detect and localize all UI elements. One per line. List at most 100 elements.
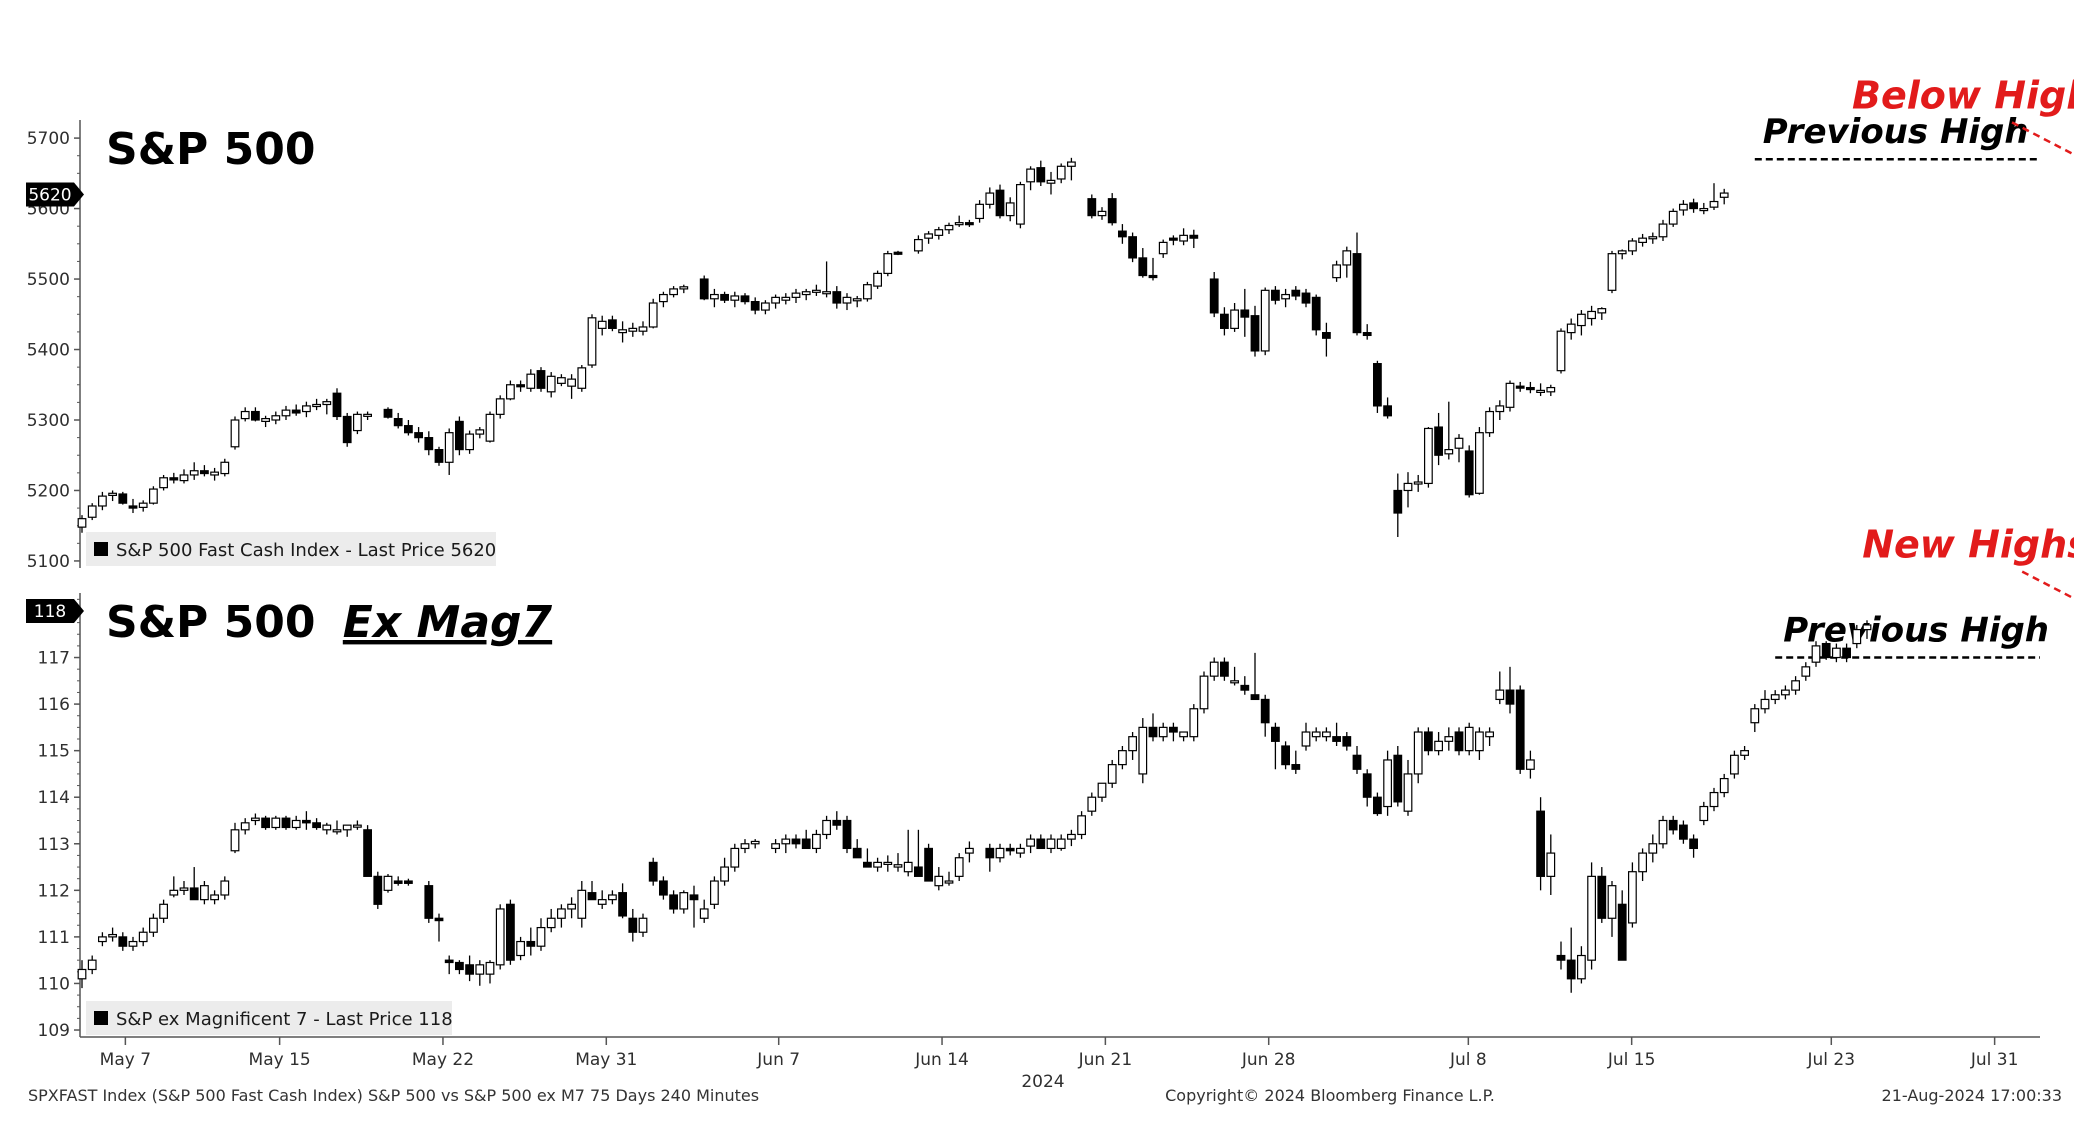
candle-body <box>1862 624 1872 631</box>
candle <box>964 219 974 227</box>
candle-body <box>934 875 944 887</box>
candle-body <box>689 894 699 901</box>
candle-body <box>1689 202 1699 210</box>
candle-body <box>1423 427 1433 485</box>
candle-body <box>1454 731 1464 752</box>
candle-body <box>1495 405 1505 413</box>
candle <box>567 374 576 399</box>
candle-body <box>1046 838 1056 850</box>
candle <box>1046 834 1056 854</box>
candle <box>1423 727 1433 756</box>
candle <box>924 843 933 882</box>
candle-body <box>1209 661 1219 677</box>
candle-body <box>159 903 169 919</box>
candle-body <box>1240 309 1250 318</box>
candle-body <box>393 417 403 427</box>
candle-body <box>1332 264 1342 279</box>
candle <box>118 491 128 505</box>
candle-body <box>1597 308 1607 314</box>
candle-body <box>251 817 260 822</box>
candle <box>801 829 811 850</box>
candle <box>302 811 311 830</box>
candle-body <box>434 449 444 463</box>
candle <box>862 281 872 302</box>
candle-body <box>1168 726 1178 733</box>
candle <box>312 818 321 830</box>
candle <box>1179 731 1189 742</box>
candle-body <box>1117 230 1127 238</box>
candle-body <box>832 819 842 826</box>
candle <box>893 853 903 872</box>
candle <box>1219 307 1229 336</box>
candle <box>1342 732 1352 751</box>
candle <box>189 867 199 901</box>
candle-body <box>312 822 321 829</box>
candle <box>526 369 536 392</box>
candle <box>1015 181 1025 229</box>
candle-body <box>526 940 536 947</box>
candle <box>200 881 209 905</box>
panel-title: S&P 500 Ex Mag7 <box>106 597 553 648</box>
candle <box>465 955 474 982</box>
candle <box>230 416 240 450</box>
candle-body <box>332 829 342 833</box>
candle <box>138 927 148 947</box>
candle-body <box>261 817 270 829</box>
candle <box>220 458 230 477</box>
candle <box>822 261 831 298</box>
candle <box>128 498 138 514</box>
y-tick-label: 5300 <box>27 411 70 431</box>
candle-body <box>1005 847 1015 852</box>
candle <box>709 876 719 909</box>
candle <box>842 293 852 311</box>
candle <box>1168 235 1178 246</box>
candle <box>77 515 87 533</box>
candle <box>475 960 485 986</box>
candle <box>434 913 444 942</box>
candle <box>1801 662 1811 681</box>
candle <box>1852 624 1862 649</box>
candle <box>730 843 740 872</box>
candle-body <box>1648 843 1658 854</box>
candle <box>985 843 995 872</box>
candle-body <box>1403 482 1413 492</box>
candle <box>1230 666 1240 686</box>
candle-body <box>771 296 780 304</box>
candle <box>1495 400 1505 420</box>
candle-body <box>1709 200 1719 208</box>
footer-timestamp: 21-Aug-2024 17:00:33 <box>1882 1086 2062 1105</box>
candle <box>97 932 107 947</box>
candle-body <box>1148 274 1158 279</box>
candle <box>1546 834 1556 895</box>
candle <box>97 491 107 511</box>
candle <box>975 200 984 223</box>
candle <box>1117 224 1127 244</box>
candle-body <box>862 861 872 868</box>
candle-body <box>1648 236 1658 240</box>
candle <box>261 815 270 830</box>
candle <box>1576 310 1586 336</box>
candle-body <box>556 908 566 919</box>
candle-body <box>1464 450 1474 496</box>
candle-body <box>1423 731 1433 752</box>
candle-body <box>1352 253 1362 334</box>
candle <box>1515 381 1525 392</box>
candle-body <box>781 296 791 301</box>
candle <box>363 411 372 420</box>
candle <box>302 401 311 418</box>
candle <box>1403 759 1413 816</box>
candle <box>1556 328 1566 374</box>
last-price-badge <box>26 182 84 207</box>
candle <box>638 913 648 937</box>
candle <box>220 876 230 900</box>
candle-body <box>1719 192 1729 198</box>
candle <box>210 890 220 905</box>
y-tick-label: 113 <box>38 835 70 855</box>
candle-body <box>1311 296 1321 331</box>
candle-body <box>1066 833 1076 840</box>
candle-body <box>1026 838 1036 847</box>
candle <box>1699 801 1709 826</box>
candle-body <box>465 964 474 975</box>
candle <box>567 897 576 919</box>
candle <box>485 960 495 984</box>
